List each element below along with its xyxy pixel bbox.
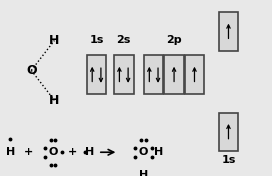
Text: 2p: 2p xyxy=(166,35,182,45)
Bar xyxy=(219,12,238,51)
Text: 1s: 1s xyxy=(221,0,236,2)
Text: 1s: 1s xyxy=(221,155,236,165)
Bar xyxy=(219,113,238,151)
Bar xyxy=(144,55,163,94)
Text: +: + xyxy=(68,147,78,157)
Text: H: H xyxy=(154,147,164,157)
Text: O: O xyxy=(139,147,148,157)
Text: 1s: 1s xyxy=(89,35,104,45)
Text: O: O xyxy=(48,147,58,157)
Bar xyxy=(114,55,134,94)
Text: H: H xyxy=(49,94,60,107)
Text: H: H xyxy=(85,147,94,157)
Bar xyxy=(164,55,184,94)
Text: O: O xyxy=(26,64,37,77)
Text: H: H xyxy=(49,34,60,47)
Text: H: H xyxy=(6,147,15,157)
Text: 2s: 2s xyxy=(117,35,131,45)
Text: +: + xyxy=(24,147,33,157)
Bar xyxy=(185,55,204,94)
Text: H: H xyxy=(139,170,148,176)
Bar xyxy=(87,55,106,94)
